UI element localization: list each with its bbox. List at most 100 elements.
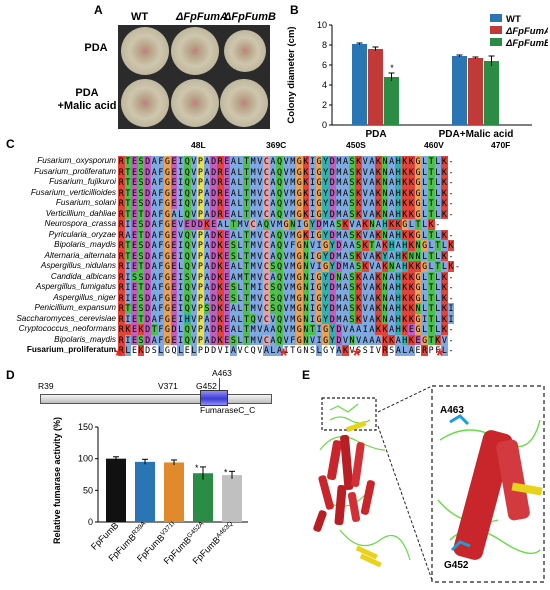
b-y-tick-label: 8 (322, 40, 327, 50)
site-g452-label: G452 (196, 381, 217, 391)
panel-b-chart: 0 2 4 6 8 10 Colony diameter (cm) * PDA PDA+Malic… (286, 14, 548, 140)
domain-name-label: FumaraseC_C (200, 405, 256, 415)
pos-460v: 460V (424, 140, 444, 150)
zoom-detail-structure (437, 414, 543, 560)
species-label: Fusarium_proliferatum (26, 345, 116, 354)
b-y-axis-label: Colony diameter (cm) (286, 26, 297, 123)
b-legend-label: ΔFpFumA (505, 26, 548, 37)
pos-450s: 450S (346, 140, 366, 150)
conserved-star-1: * (115, 346, 123, 367)
species-label: Pyricularia_oryzae (48, 229, 116, 239)
zoom-line-top (377, 385, 433, 413)
species-label: Candida_albicans (50, 271, 116, 281)
species-label: Verticillium_dahliae (45, 208, 116, 218)
b-bar (384, 77, 399, 125)
b-significance-star: * (390, 63, 394, 73)
plate-col-fumb: ΔFpFumB (224, 11, 276, 23)
b-bar (368, 49, 383, 125)
plate-row-pda: PDA (84, 42, 108, 54)
zoom-line-bottom (377, 425, 433, 581)
d-bar (164, 462, 184, 522)
species-label: Neurospora_crassa (44, 219, 116, 228)
b-legend-swatch (490, 14, 502, 22)
zoom-label-a463: A463 (440, 405, 464, 416)
b-legend-swatch (490, 26, 502, 34)
species-label: Aspergillus_fumigatus (35, 282, 116, 291)
b-bar (352, 44, 367, 125)
species-label: Cryptococcus_neoformans (18, 324, 116, 333)
species-label: Fusarium_fujikuroi (49, 177, 116, 186)
pos-470f: 470F (491, 140, 511, 150)
b-y-tick-label: 10 (317, 20, 327, 30)
site-a463-tick (219, 378, 220, 390)
plate-col-fuma: ΔFpFumA (176, 11, 228, 23)
conserved-star-3: * (353, 346, 361, 367)
b-y-tick-label: 4 (322, 80, 327, 90)
species-label: Aspergillus_nidulans (40, 261, 116, 270)
species-label: Fusarium_solani (55, 198, 116, 207)
d-significance-star: * (224, 467, 228, 477)
d-bar (222, 475, 242, 522)
b-legend-label: ΔFpFumB (505, 38, 548, 49)
site-a463-label: A463 (212, 368, 232, 378)
b-category-label: PDA (365, 129, 386, 140)
species-label: Aspergillus_niger (53, 292, 116, 302)
plate-row-pda-malic: PDA +Malic acid (57, 87, 117, 112)
plate-fumb-malic (220, 79, 268, 127)
b-bar (468, 58, 483, 125)
panel-e-letter: E (302, 368, 311, 382)
panel-a-letter: A (94, 3, 103, 17)
d-bar (193, 473, 213, 522)
plate-photo (118, 25, 270, 129)
b-category-label: PDA+Malic acid (439, 129, 514, 140)
b-legend-label: WT (506, 14, 521, 25)
species-label: Fusarium_oxysporum (37, 156, 116, 165)
plate-col-wt: WT (131, 11, 149, 23)
species-label: Alternaria_alternata (44, 250, 116, 260)
d-y-tick-label: 150 (78, 422, 93, 432)
d-significance-star: * (195, 463, 199, 473)
d-y-tick-label: 0 (88, 517, 93, 527)
species-label: Bipolaris_maydis (54, 240, 116, 249)
species-label: Saccharomyces_cerevisiae (16, 313, 116, 323)
b-y-tick-label: 2 (322, 100, 327, 110)
d-y-tick-label: 100 (78, 454, 93, 464)
conserved-star-4: * (436, 346, 444, 367)
site-r39-label: R39 (38, 381, 54, 391)
plate-fuma-pda (171, 27, 219, 75)
b-bar (452, 56, 467, 125)
pos-369c: 369C (266, 140, 287, 150)
pos-48l: 48L (191, 140, 206, 150)
plate-fuma-malic (171, 79, 219, 127)
species-label: Penicillium_expansum (34, 303, 116, 312)
plate-wt-malic (121, 79, 169, 127)
d-bar (135, 461, 155, 522)
b-y-tick-label: 6 (322, 60, 327, 70)
b-legend-swatch (490, 38, 502, 46)
b-y-tick-label: 0 (322, 120, 327, 130)
protein-structure (313, 385, 545, 583)
zoom-region-box (321, 397, 377, 431)
species-label: Bipolaris_maydis (54, 334, 116, 344)
conserved-star-2: * (280, 346, 288, 367)
fumarasec-domain-box (200, 390, 228, 406)
site-v371-label: V371 (158, 381, 178, 391)
panel-d-letter: D (6, 368, 15, 382)
species-label: Fusarium_proliferatum (34, 166, 116, 176)
d-y-tick-label: 50 (83, 485, 93, 495)
